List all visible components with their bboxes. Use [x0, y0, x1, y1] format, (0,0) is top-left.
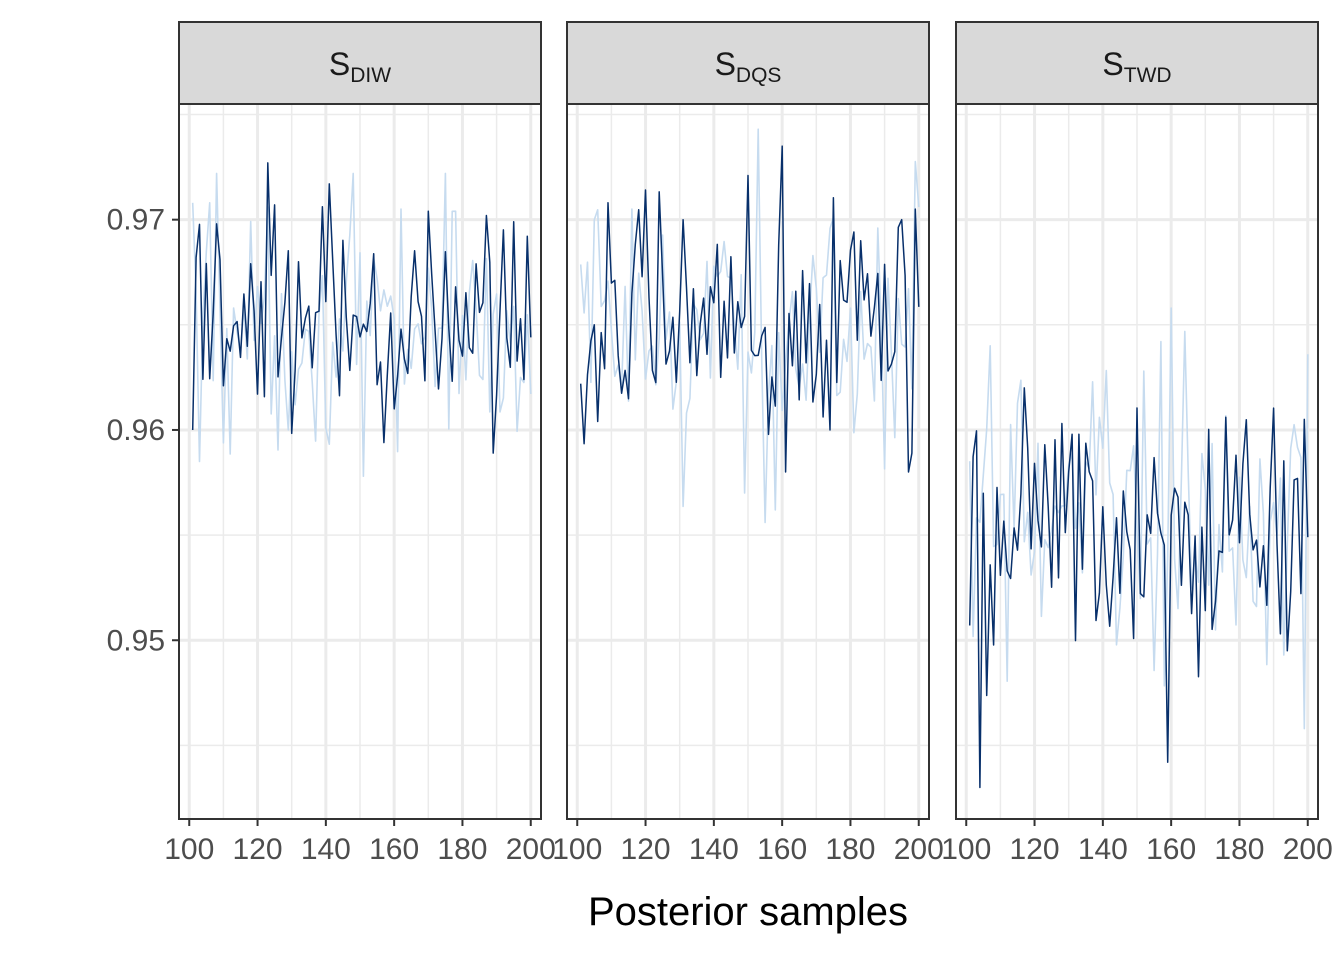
y-axis: 0.95 0.96 0.97 [107, 204, 179, 657]
x-axis-title: Posterior samples [588, 890, 908, 934]
x-tick-label: 160 [1146, 833, 1196, 866]
series-line-dark [579, 145, 920, 473]
x-tick-label: 120 [621, 833, 671, 866]
y-tick-label: 0.97 [107, 204, 165, 237]
series-line-light [579, 128, 920, 524]
strip-background [178, 21, 542, 105]
series-line-dark [968, 387, 1309, 789]
strip-label-main: S [715, 46, 736, 82]
panel-diw: SDIW 100 120 140 160 180 200 [164, 21, 556, 866]
y-tick-label: 0.95 [107, 624, 165, 657]
x-tick-label: 140 [689, 833, 739, 866]
x-tick-label: 160 [369, 833, 419, 866]
x-tick-label: 200 [894, 833, 944, 866]
x-tick-label: 120 [1010, 833, 1060, 866]
x-tick-label: 160 [757, 833, 807, 866]
x-tick-label: 140 [1078, 833, 1128, 866]
gridlines [956, 104, 1318, 819]
strip-background [955, 21, 1319, 105]
strip-label-subscript: DIW [350, 64, 391, 87]
x-tick-label: 100 [552, 833, 602, 866]
strip-background [566, 21, 930, 105]
x-tick-label: 200 [1283, 833, 1333, 866]
strip-label-main: S [1102, 46, 1123, 82]
x-tick-label: 200 [506, 833, 556, 866]
series-line-light [968, 307, 1309, 730]
strip-label: SDQS [715, 46, 782, 87]
strip-label-subscript: DQS [736, 64, 782, 87]
series-line-dark [191, 162, 532, 454]
panel-twd: STWD 100 120 140 160 180 200 [941, 21, 1333, 866]
x-tick-label: 140 [301, 833, 351, 866]
strip-label-subscript: TWD [1124, 64, 1172, 87]
gridlines [567, 104, 929, 819]
x-tick-label: 100 [164, 833, 214, 866]
x-tick-label: 180 [825, 833, 875, 866]
x-tick-label: 120 [233, 833, 283, 866]
strip-label: STWD [1102, 46, 1171, 87]
strip-label-main: S [329, 46, 350, 82]
strip-label: SDIW [329, 46, 391, 87]
panel-dqs: SDQS 100 120 140 160 180 200 [552, 21, 944, 866]
x-tick-label: 180 [1214, 833, 1264, 866]
x-tick-label: 100 [941, 833, 991, 866]
x-tick-label: 180 [437, 833, 487, 866]
y-tick-label: 0.96 [107, 414, 165, 447]
